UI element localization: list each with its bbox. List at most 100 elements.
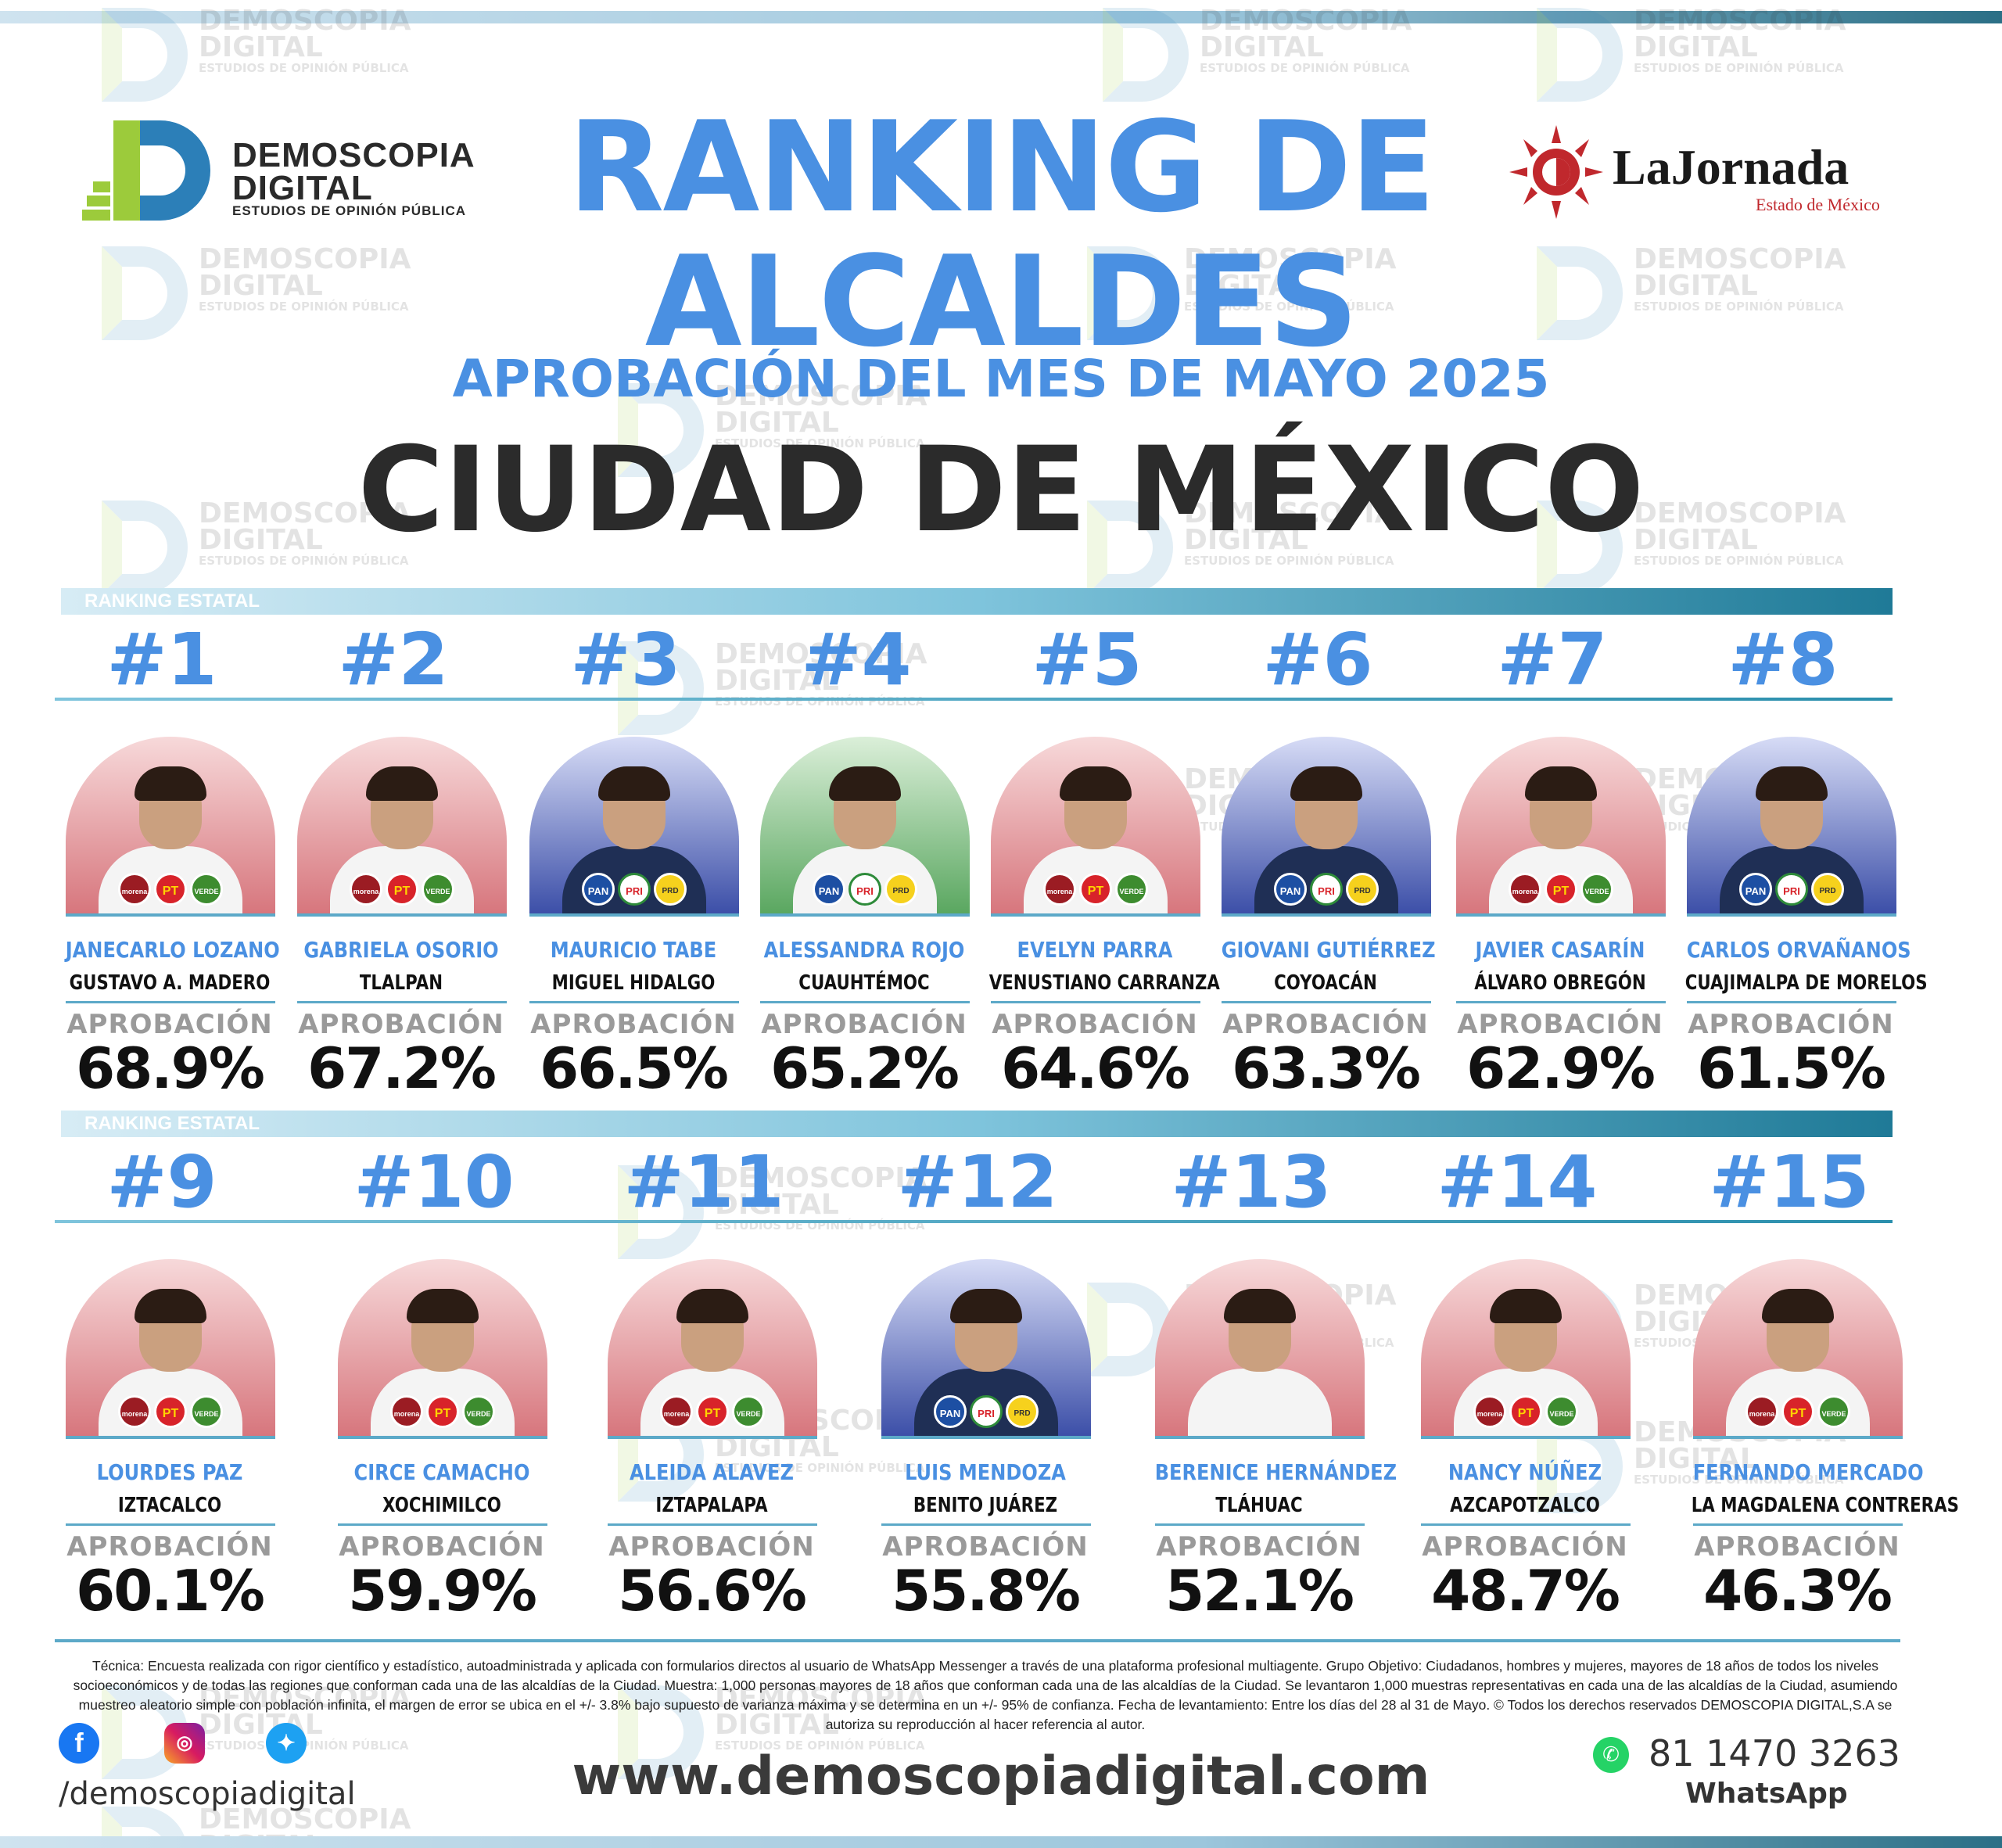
approval-label: APROBACIÓN (1457, 1009, 1663, 1040)
mayor-name: EVELYN PARRA (1017, 937, 1173, 963)
demoscopia-d-icon (82, 120, 210, 221)
photo-underline (66, 913, 275, 917)
approval-value: 67.2% (307, 1035, 497, 1101)
approval-value: 60.1% (76, 1558, 265, 1624)
party-morena-badge: morena (390, 1395, 423, 1428)
photo-underline (1421, 1436, 1631, 1439)
rank-divider (55, 1220, 1893, 1223)
party-morena-badge: morena (1043, 873, 1076, 906)
rank-number: #11 (623, 1140, 784, 1224)
party-badges: morena PT VERDE (297, 873, 507, 906)
municipality-underline (1693, 1523, 1903, 1526)
mayor-photo: morena PT VERDE (338, 1259, 547, 1436)
demoscopia-logo-tagline: ESTUDIOS DE OPINIÓN PÚBLICA (232, 203, 467, 218)
whatsapp-number: 81 1470 3263 (1649, 1732, 1900, 1774)
approval-label: APROBACIÓN (530, 1009, 737, 1040)
twitter-icon[interactable]: ✦ (266, 1723, 307, 1764)
ranking-section-label: RANKING ESTATAL (84, 590, 260, 612)
approval-value: 68.9% (76, 1035, 265, 1101)
whatsapp-contact[interactable]: ✆ 81 1470 3263 WhatsApp (1588, 1732, 1916, 1818)
approval-label: APROBACIÓN (66, 1009, 273, 1040)
party-badges: morena PT VERDE (1693, 1395, 1903, 1428)
party-pt-badge: PT (1079, 873, 1112, 906)
municipality-underline (66, 1523, 275, 1526)
party-pan-badge: PAN (934, 1395, 967, 1428)
mayor-name: GIOVANI GUTIÉRREZ (1221, 937, 1436, 963)
mayor-name: CIRCE CAMACHO (353, 1459, 530, 1485)
municipality-name: TLALPAN (359, 971, 443, 995)
municipality-name: CUAJIMALPA DE MORELOS (1684, 971, 1928, 995)
mayor-name: ALEIDA ALAVEZ (630, 1459, 794, 1485)
party-badges: morena PT VERDE (1456, 873, 1666, 906)
municipality-name: CUAUHTÉMOC (798, 971, 930, 995)
rank-number: #1 (106, 618, 217, 702)
approval-value: 63.3% (1232, 1035, 1421, 1101)
party-badges: morena PT VERDE (991, 873, 1200, 906)
municipality-name: GUSTAVO A. MADERO (69, 971, 271, 995)
facebook-icon[interactable]: f (59, 1723, 99, 1764)
party-pri-badge: PRI (1775, 873, 1808, 906)
rank-number: #9 (106, 1140, 217, 1224)
municipality-name: VENUSTIANO CARRANZA (988, 971, 1220, 995)
photo-underline (991, 913, 1200, 917)
rank-number: #7 (1497, 618, 1608, 702)
party-pri-badge: PRI (970, 1395, 1003, 1428)
party-prd-badge: PRD (1346, 873, 1379, 906)
page-subtitle: APROBACIÓN DEL MES DE MAYO 2025 (452, 349, 1550, 409)
party-morena-badge: morena (118, 873, 151, 906)
approval-label: APROBACIÓN (1422, 1531, 1628, 1563)
la-jornada-logo: LaJornada Estado de México (1502, 121, 1900, 231)
municipality-underline (529, 1001, 739, 1003)
social-handle[interactable]: /demoscopiadigital (59, 1776, 356, 1812)
social-links: f ◎ ✦ /demoscopiadigital (59, 1723, 387, 1817)
la-jornada-sub: Estado de México (1756, 195, 1880, 214)
photo-underline (881, 1436, 1091, 1439)
party-badges: PAN PRI PRD (1687, 873, 1896, 906)
party-badges: morena PT VERDE (66, 1395, 275, 1428)
rank-number: #6 (1262, 618, 1373, 702)
photo-underline (1155, 1436, 1365, 1439)
municipality-underline (608, 1523, 817, 1526)
party-verde-badge: VERDE (1580, 873, 1613, 906)
party-pan-badge: PAN (1274, 873, 1307, 906)
photo-underline (1693, 1436, 1903, 1439)
party-pt-badge: PT (154, 873, 187, 906)
approval-label: APROBACIÓN (761, 1009, 967, 1040)
municipality-underline (1421, 1523, 1631, 1526)
party-badges: morena PT VERDE (1421, 1395, 1631, 1428)
party-verde-badge: VERDE (1545, 1395, 1578, 1428)
party-pri-badge: PRI (618, 873, 651, 906)
approval-label: APROBACIÓN (1156, 1531, 1362, 1563)
demoscopia-logo-name: DEMOSCOPIA DIGITAL (232, 136, 475, 207)
municipality-name: LA MAGDALENA CONTRERAS (1691, 1494, 1959, 1517)
party-pan-badge: PAN (582, 873, 615, 906)
municipality-name: BENITO JUÁREZ (913, 1494, 1058, 1517)
party-morena-badge: morena (1473, 1395, 1506, 1428)
party-morena-badge: morena (118, 1395, 151, 1428)
mayor-photo: morena PT VERDE (66, 737, 275, 913)
party-morena-badge: morena (1509, 873, 1541, 906)
mayor-photo: morena PT VERDE (608, 1259, 817, 1436)
municipality-name: AZCAPOTZALCO (1450, 1494, 1600, 1517)
mayor-name: CARLOS ORVAÑANOS (1686, 937, 1911, 963)
municipality-name: ÁLVARO OBREGÓN (1474, 971, 1646, 995)
mayor-name: NANCY NÚÑEZ (1448, 1459, 1602, 1485)
municipality-underline (66, 1001, 275, 1003)
municipality-name: IZTAPALAPA (655, 1494, 768, 1517)
approval-value: 65.2% (770, 1035, 960, 1101)
municipality-name: COYOACÁN (1274, 971, 1377, 995)
approval-value: 55.8% (892, 1558, 1081, 1624)
approval-label: APROBACIÓN (882, 1531, 1089, 1563)
mayor-name: JANECARLO LOZANO (65, 937, 280, 963)
sun-icon (1509, 125, 1603, 219)
approval-value: 56.6% (618, 1558, 807, 1624)
party-prd-badge: PRD (654, 873, 687, 906)
instagram-icon[interactable]: ◎ (164, 1723, 205, 1764)
approval-value: 61.5% (1697, 1035, 1886, 1101)
municipality-underline (991, 1001, 1200, 1003)
website-link[interactable]: www.demoscopiadigital.com (572, 1746, 1430, 1807)
party-badges: PAN PRI PRD (881, 1395, 1091, 1428)
party-prd-badge: PRD (884, 873, 917, 906)
municipality-underline (1456, 1001, 1666, 1003)
party-verde-badge: VERDE (732, 1395, 765, 1428)
